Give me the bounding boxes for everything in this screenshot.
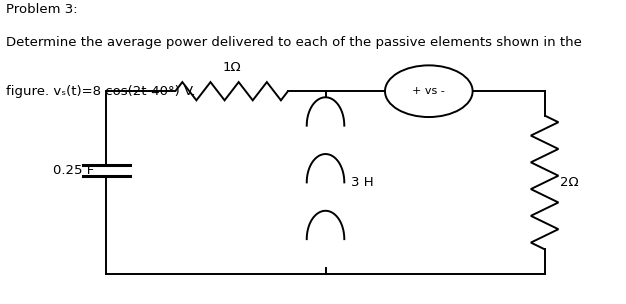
Text: Problem 3:: Problem 3: [6, 3, 78, 16]
Text: 3 H: 3 H [351, 176, 373, 189]
Text: Determine the average power delivered to each of the passive elements shown in t: Determine the average power delivered to… [6, 36, 582, 50]
Text: + vs -: + vs - [413, 86, 445, 96]
Text: 2Ω: 2Ω [560, 176, 579, 189]
Text: 1Ω: 1Ω [222, 61, 241, 74]
Text: figure. vₛ(t)=8 cos(2t-40°) V.: figure. vₛ(t)=8 cos(2t-40°) V. [6, 85, 196, 98]
Text: 0.25 F: 0.25 F [53, 164, 94, 177]
